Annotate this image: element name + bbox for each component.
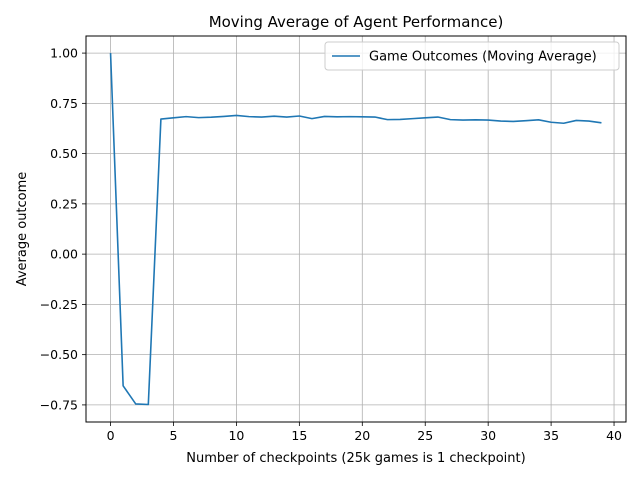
x-tick-label: 35 [543, 428, 559, 443]
x-tick-label: 20 [354, 428, 370, 443]
legend: Game Outcomes (Moving Average) [324, 41, 620, 71]
x-tick-label: 25 [417, 428, 433, 443]
legend-label: Game Outcomes (Moving Average) [369, 50, 597, 65]
x-tick-label: 30 [480, 428, 496, 443]
y-axis-label: Average outcome [15, 172, 30, 287]
y-tick-label: 0.50 [50, 146, 78, 161]
legend-box [324, 41, 620, 71]
y-tick-label: −0.25 [40, 297, 78, 312]
plot-area-frame [85, 35, 627, 423]
y-tick-label: 0.00 [50, 247, 78, 262]
x-tick-label: 0 [107, 428, 115, 443]
y-tick-label: 1.00 [50, 46, 78, 61]
y-tick-label: −0.75 [40, 397, 78, 412]
y-tick-label: 0.75 [50, 96, 78, 111]
x-axis: 0 5 10 15 20 25 30 35 40 [107, 422, 622, 443]
y-tick-label: −0.50 [40, 347, 78, 362]
series-line-game-outcomes [109, 53, 602, 406]
series-layer [109, 53, 602, 406]
y-tick-label: 0.25 [50, 196, 78, 211]
x-tick-label: 15 [291, 428, 307, 443]
x-tick-label: 5 [170, 428, 178, 443]
chart-title: Moving Average of Agent Performance) [209, 13, 504, 31]
x-tick-label: 10 [228, 428, 244, 443]
x-axis-label: Number of checkpoints (25k games is 1 ch… [186, 451, 525, 466]
y-axis: −0.75 −0.50 −0.25 0.00 0.25 0.50 0.75 1.00 [40, 46, 86, 412]
x-tick-label: 40 [606, 428, 622, 443]
